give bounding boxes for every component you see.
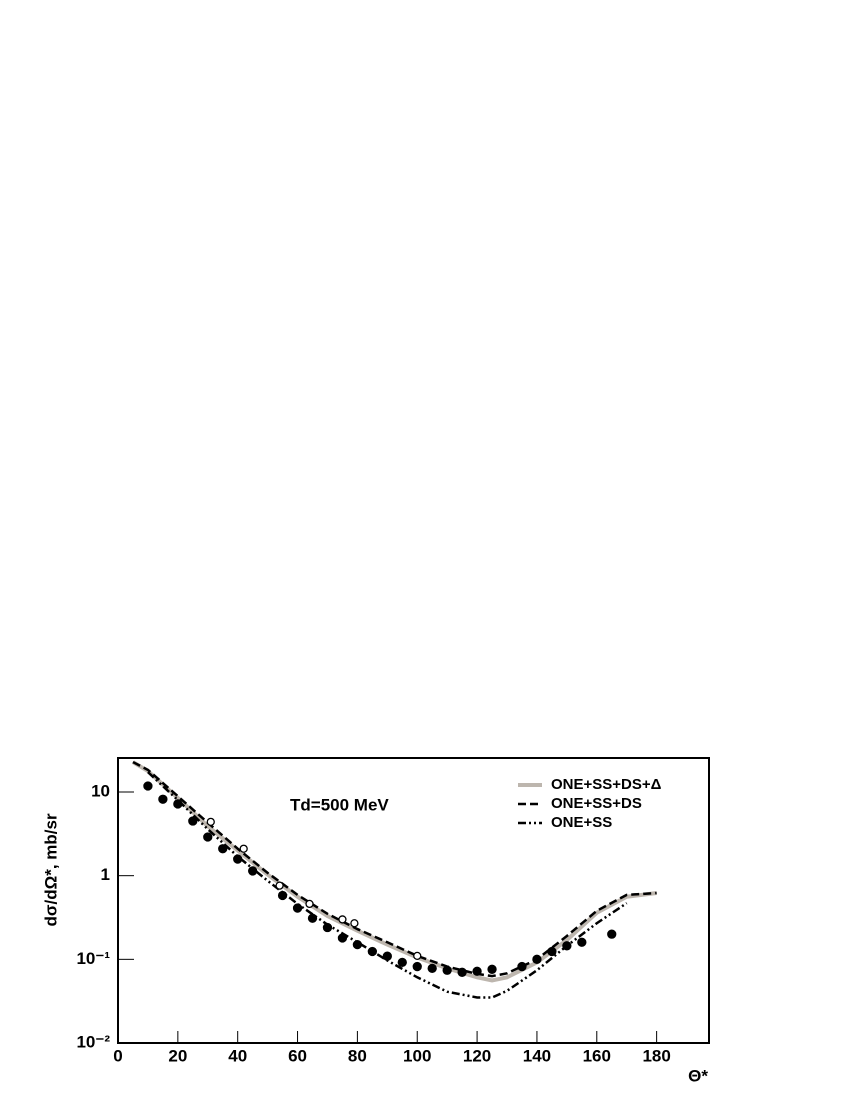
legend-label: ONE+SS+DS bbox=[551, 795, 642, 812]
data-point bbox=[413, 951, 422, 961]
data-point bbox=[239, 844, 248, 853]
data-point bbox=[337, 933, 348, 943]
data-point bbox=[248, 866, 258, 876]
legend-label: ONE+SS bbox=[551, 814, 612, 831]
y-tick-label: 1 bbox=[101, 865, 110, 884]
data-point bbox=[367, 946, 378, 957]
data-point bbox=[472, 966, 482, 976]
curve bbox=[147, 771, 628, 999]
data-point bbox=[382, 951, 392, 961]
data-point bbox=[427, 963, 437, 974]
data-point bbox=[607, 929, 617, 939]
data-point bbox=[143, 781, 153, 791]
data-point bbox=[305, 899, 314, 909]
data-point bbox=[562, 941, 572, 951]
data-point bbox=[292, 903, 303, 913]
x-tick-label: 160 bbox=[583, 1046, 611, 1065]
data-point bbox=[158, 794, 168, 804]
data-point bbox=[206, 817, 215, 826]
data-point bbox=[352, 939, 363, 950]
data-point bbox=[487, 964, 497, 974]
x-tick-label: 40 bbox=[228, 1046, 247, 1065]
x-tick-label: 120 bbox=[463, 1046, 491, 1065]
data-point bbox=[547, 946, 557, 957]
x-tick-label: 20 bbox=[168, 1046, 187, 1065]
legend-label: ONE+SS+DS+Δ bbox=[551, 776, 662, 793]
x-axis-label: Θ* bbox=[688, 1066, 708, 1085]
y-tick-label: 10⁻² bbox=[76, 1032, 110, 1051]
x-tick-label: 100 bbox=[403, 1046, 431, 1065]
y-axis-label: dσ/dΩ*, mb/sr bbox=[41, 813, 60, 926]
x-tick-label: 180 bbox=[642, 1046, 670, 1065]
data-point bbox=[517, 961, 527, 972]
x-tick-label: 80 bbox=[348, 1046, 367, 1065]
data-point bbox=[203, 832, 213, 842]
data-point bbox=[338, 915, 347, 924]
data-point bbox=[173, 799, 183, 809]
data-point bbox=[442, 965, 452, 975]
x-tick-label: 60 bbox=[288, 1046, 307, 1065]
data-point bbox=[577, 937, 587, 947]
data-point bbox=[397, 957, 407, 968]
data-point bbox=[412, 961, 422, 972]
x-tick-label: 140 bbox=[523, 1046, 551, 1065]
data-point bbox=[233, 854, 243, 864]
data-point bbox=[457, 967, 467, 977]
x-tick-label: 0 bbox=[113, 1046, 122, 1065]
data-point bbox=[322, 922, 333, 933]
data-point bbox=[532, 954, 542, 964]
data-point bbox=[277, 890, 288, 901]
data-point bbox=[275, 881, 284, 890]
data-point bbox=[188, 816, 198, 826]
plot-frame bbox=[117, 757, 710, 1044]
data-point bbox=[307, 913, 318, 923]
y-tick-label: 10 bbox=[91, 781, 110, 800]
data-point bbox=[350, 919, 359, 928]
y-tick-label: 10⁻¹ bbox=[76, 949, 110, 968]
curve bbox=[132, 760, 657, 978]
curve bbox=[131, 760, 657, 983]
annotation: Td=500 MeV bbox=[290, 795, 389, 814]
data-point bbox=[218, 844, 228, 854]
